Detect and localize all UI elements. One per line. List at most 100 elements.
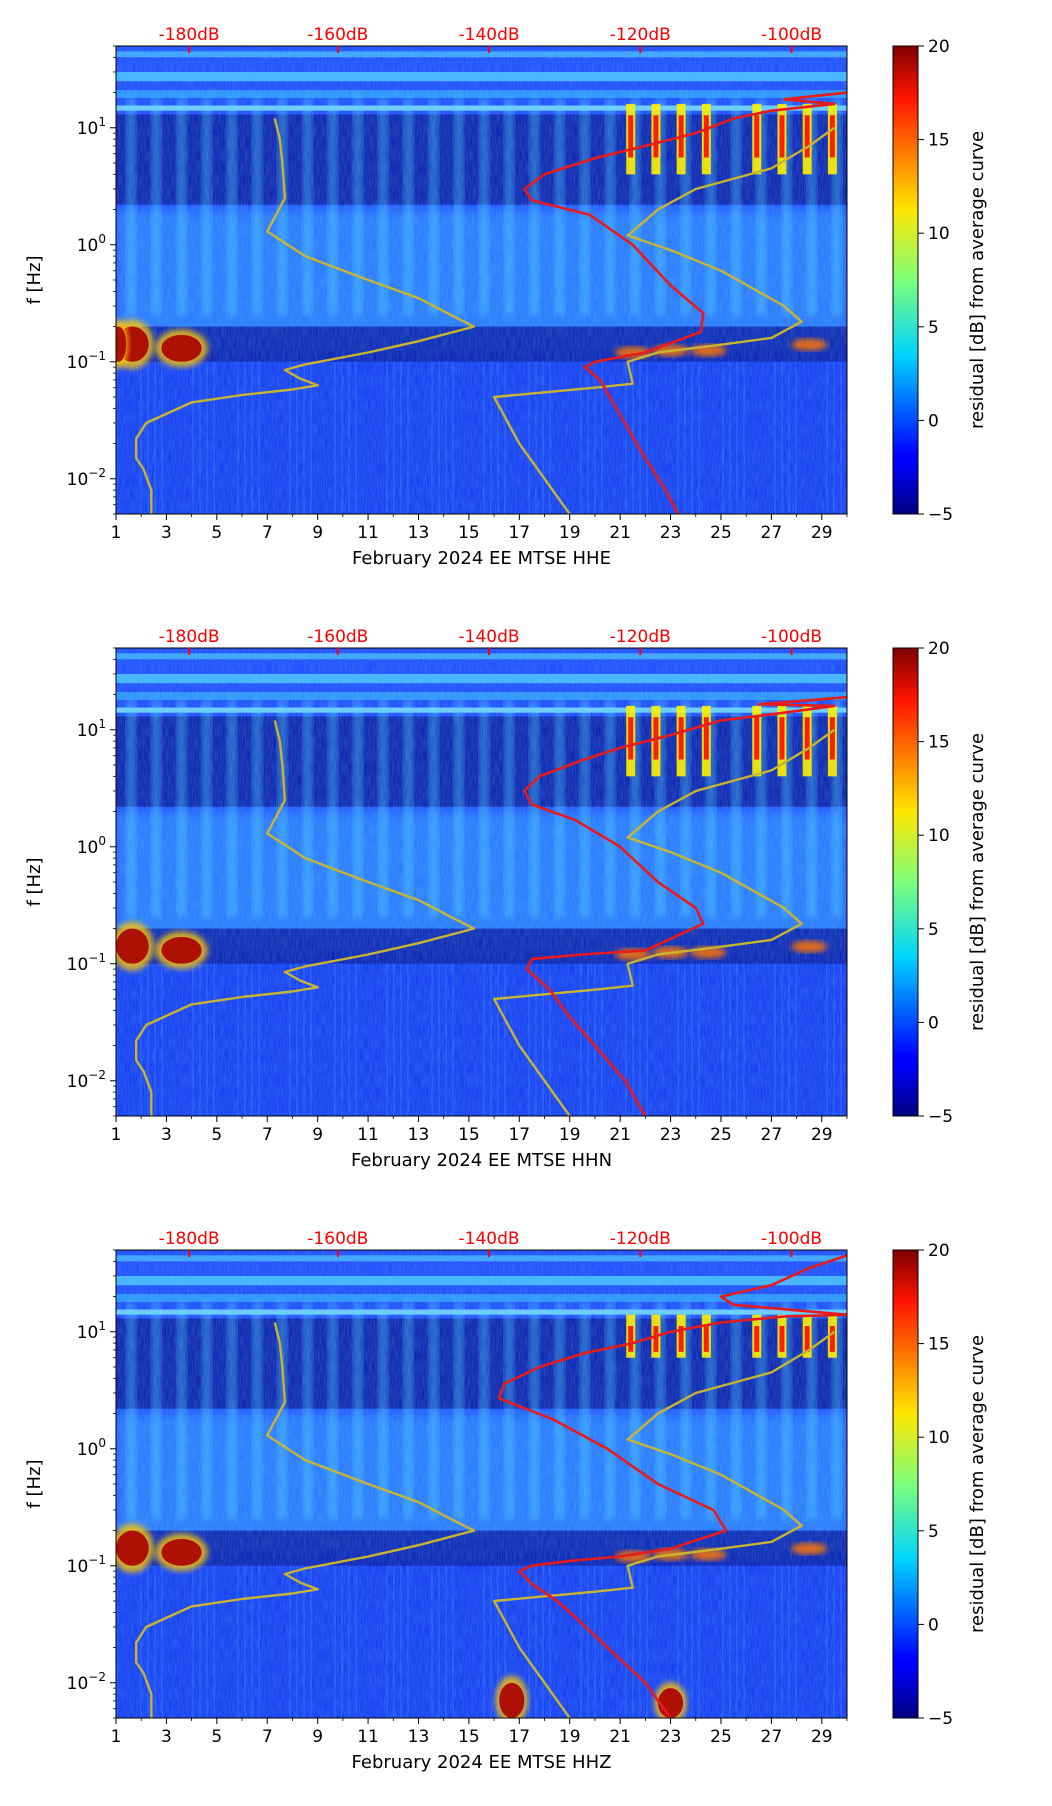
yellow-curve <box>492 126 836 514</box>
db-tick-label: -120dB <box>610 25 671 45</box>
x-tick-label: 1 <box>111 523 122 543</box>
residual-highlight <box>116 326 127 362</box>
colorbar-tick-label: 5 <box>928 920 939 940</box>
y-tick-label: 10−2 <box>67 1670 106 1694</box>
daily-highlight-core <box>779 1326 785 1352</box>
spectrogram-area <box>116 46 847 514</box>
residual-highlight <box>499 1682 525 1718</box>
warm-patch <box>791 338 828 351</box>
daily-highlight-core <box>804 115 810 158</box>
x-axis-label: February 2024 EE MTSE HHE <box>352 548 611 569</box>
daily-highlight-core <box>804 717 810 760</box>
y-tick-label: 10−2 <box>67 1068 106 1092</box>
db-tick-label: -140dB <box>459 627 520 647</box>
yellow-curve <box>492 728 836 1116</box>
yellow-curve <box>134 720 476 1116</box>
db-tick-label: -120dB <box>610 627 671 647</box>
daily-highlight-core <box>754 1326 760 1352</box>
y-tick-label: 100 <box>77 1436 106 1460</box>
x-tick-label: 1 <box>111 1125 122 1145</box>
colorbar-label: residual [dB] from average curve <box>967 733 988 1031</box>
x-tick-label: 9 <box>312 523 323 543</box>
yellow-curve <box>492 1330 836 1718</box>
x-tick-label: 15 <box>458 1125 480 1145</box>
db-tick-label: -100dB <box>761 627 822 647</box>
x-tick-label: 15 <box>458 1727 480 1747</box>
x-axis-label: February 2024 EE MTSE HHZ <box>352 1752 612 1773</box>
db-tick-label: -140dB <box>459 1229 520 1249</box>
colorbar-tick-label: 15 <box>928 1335 950 1355</box>
colorbar-tick-label: 0 <box>928 1615 939 1635</box>
y-tick-label: 100 <box>77 232 106 256</box>
x-tick-label: 25 <box>710 523 732 543</box>
daily-highlight-core <box>829 115 835 158</box>
x-tick-label: 29 <box>811 1727 833 1747</box>
daily-highlight-core <box>703 115 709 158</box>
x-tick-label: 11 <box>357 1125 379 1145</box>
x-tick-label: 11 <box>357 523 379 543</box>
x-tick-label: 29 <box>811 523 833 543</box>
db-tick-label: -160dB <box>307 627 368 647</box>
daily-highlight-core <box>754 115 760 158</box>
residual-highlight <box>657 1688 684 1718</box>
x-tick-label: 27 <box>761 1125 783 1145</box>
colorbar-tick-label: 0 <box>928 1013 939 1033</box>
colorbar-tick-label: 15 <box>928 733 950 753</box>
yellow-curve <box>134 1322 476 1718</box>
db-tick-label: -180dB <box>159 1229 220 1249</box>
y-axis-label: f [Hz] <box>24 1459 45 1508</box>
colorbar-tick-label: 5 <box>928 318 939 338</box>
y-tick-label: 101 <box>77 1319 106 1343</box>
daily-highlight-core <box>804 1326 810 1352</box>
db-tick-label: -180dB <box>159 25 220 45</box>
colorbar-tick-label: 10 <box>928 1428 950 1448</box>
x-tick-label: 13 <box>408 1727 430 1747</box>
x-tick-label: 27 <box>761 1727 783 1747</box>
x-tick-label: 5 <box>211 1727 222 1747</box>
x-tick-label: 13 <box>408 1125 430 1145</box>
colorbar-tick-label: 20 <box>928 1241 950 1261</box>
y-tick-label: 10−1 <box>67 1553 106 1577</box>
x-tick-label: 5 <box>211 1125 222 1145</box>
x-tick-label: 27 <box>761 523 783 543</box>
colorbar-tick-label: 20 <box>928 37 950 57</box>
warm-patch <box>791 1542 828 1555</box>
colorbar-tick-label: 0 <box>928 411 939 431</box>
daily-highlight-core <box>678 1326 684 1352</box>
colorbar-label: residual [dB] from average curve <box>967 131 988 429</box>
colorbar-tick-label: −5 <box>928 1709 953 1729</box>
y-tick-label: 10−1 <box>67 349 106 373</box>
x-tick-label: 23 <box>660 1727 682 1747</box>
x-tick-label: 1 <box>111 1727 122 1747</box>
colorbar-label: residual [dB] from average curve <box>967 1335 988 1633</box>
x-tick-label: 7 <box>262 523 273 543</box>
x-tick-label: 19 <box>559 1125 581 1145</box>
db-tick-label: -100dB <box>761 25 822 45</box>
daily-highlight-core <box>653 115 659 158</box>
chart-panel-hhz: 1 3 5 7 9 11 13 15 17 19 21 23 25 27 2910−210−1100101-… <box>24 1229 988 1773</box>
db-tick-label: -180dB <box>159 627 220 647</box>
db-tick-label: -160dB <box>307 25 368 45</box>
daily-highlight-core <box>703 1326 709 1352</box>
colorbar-tick-label: −5 <box>928 505 953 525</box>
daily-highlight-core <box>653 1326 659 1352</box>
x-tick-label: 7 <box>262 1125 273 1145</box>
daily-highlight-core <box>628 115 634 158</box>
x-tick-label: 7 <box>262 1727 273 1747</box>
x-tick-label: 9 <box>312 1125 323 1145</box>
x-tick-label: 17 <box>508 1727 530 1747</box>
yellow-curve <box>134 118 476 514</box>
colorbar <box>892 1249 919 1719</box>
noise-texture <box>116 1250 847 1718</box>
x-tick-label: 17 <box>508 1125 530 1145</box>
x-axis-label: February 2024 EE MTSE HHN <box>351 1150 612 1171</box>
x-tick-label: 29 <box>811 1125 833 1145</box>
red-curve <box>523 91 847 514</box>
daily-highlight-core <box>678 717 684 760</box>
residual-highlight <box>161 1538 202 1566</box>
red-curve <box>523 695 847 1116</box>
daily-highlight-core <box>829 717 835 760</box>
db-tick-label: -120dB <box>610 1229 671 1249</box>
x-tick-label: 25 <box>710 1727 732 1747</box>
